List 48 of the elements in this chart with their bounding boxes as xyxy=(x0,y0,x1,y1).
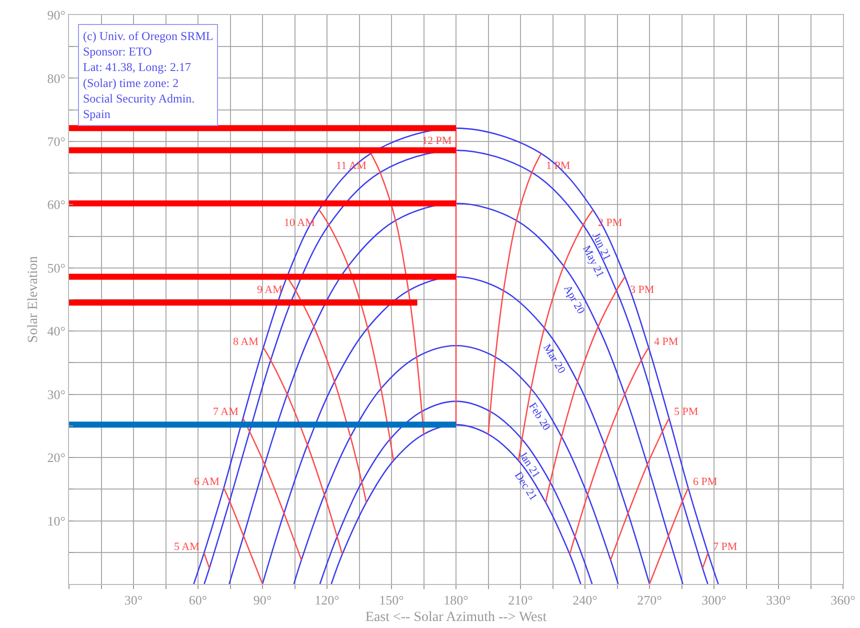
text: Mar 20 xyxy=(540,342,568,376)
y-tick-label: 30° xyxy=(47,386,66,402)
x-tick-label: 30° xyxy=(124,592,143,608)
x-tick-label: 300° xyxy=(702,592,726,608)
series-label: 4 PM xyxy=(654,336,678,348)
series-label: 5 AM xyxy=(174,541,200,553)
series-label: 3 PM xyxy=(630,284,654,296)
line-series xyxy=(569,346,650,555)
y-tick-label: 70° xyxy=(47,134,66,149)
line-series xyxy=(318,209,394,462)
y-tick-label: 20° xyxy=(47,450,66,466)
y-tick-label: 90° xyxy=(47,8,66,23)
text: Apr 20 xyxy=(561,283,588,316)
series-label: 6 AM xyxy=(194,476,220,488)
series-label: 8 AM xyxy=(233,336,259,348)
x-tick-label: 90° xyxy=(253,592,272,608)
series-label: 12 PM xyxy=(422,135,452,147)
x-tick-label: 360° xyxy=(830,592,856,608)
series-label: 7 AM xyxy=(213,406,239,418)
series-label: 7 PM xyxy=(713,541,738,553)
annotation: (c) Univ. of Oregon SRML Sponsor: ETO Lat: 41.38, Long: 2.17 (Solar) time zone: 2 Social Security Admin. Spain xyxy=(83,29,214,121)
line-series xyxy=(319,400,593,584)
x-tick-label: 330° xyxy=(766,592,791,608)
y-tick-label: 40° xyxy=(47,324,66,339)
line-series xyxy=(370,152,424,435)
series-label: 6 PM xyxy=(693,476,718,488)
y-tick-label: 50° xyxy=(47,260,66,276)
x-tick-label: 180° xyxy=(444,592,468,608)
line-series xyxy=(293,345,619,584)
y-tick-label: 60° xyxy=(47,197,66,212)
series-label: 5 PM xyxy=(674,406,698,418)
line-series xyxy=(242,418,302,561)
x-tick-label: 210° xyxy=(508,592,533,608)
y-axis-title: Solar Elevation xyxy=(26,256,41,343)
x-tick-label: 270° xyxy=(637,592,662,608)
text: Feb 20 xyxy=(526,400,553,434)
x-tick-label: 60° xyxy=(188,592,208,608)
line-series xyxy=(262,346,343,555)
line-series xyxy=(610,418,670,561)
x-tick-label: 120° xyxy=(314,592,340,608)
x-tick-label: 240° xyxy=(572,592,598,608)
y-tick-label: 80° xyxy=(47,70,66,86)
x-axis-title: East <-- Solar Azimuth --> West xyxy=(365,610,547,625)
line-series xyxy=(223,487,264,584)
series-label: 9 AM xyxy=(257,284,283,296)
line-series xyxy=(648,487,689,584)
y-tick-label: 10° xyxy=(47,513,66,528)
x-tick-label: 150° xyxy=(379,592,404,608)
